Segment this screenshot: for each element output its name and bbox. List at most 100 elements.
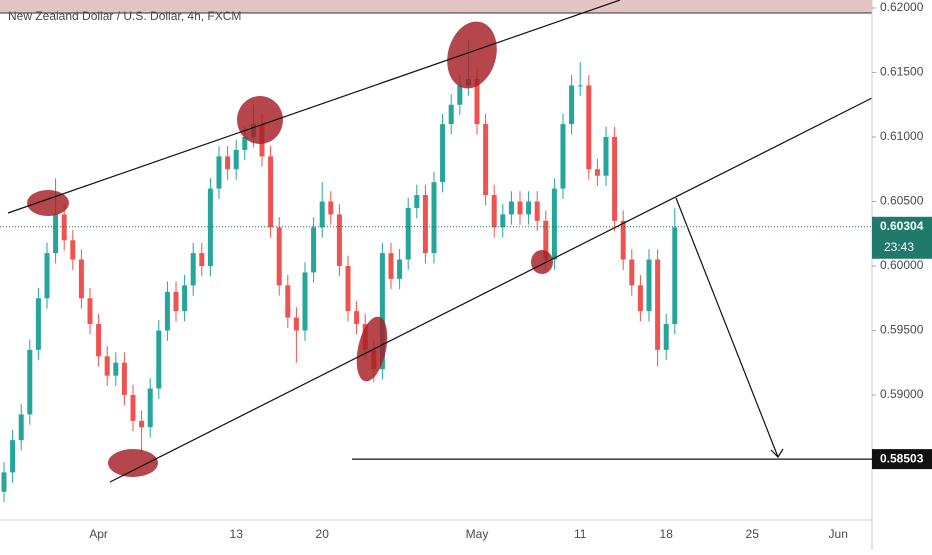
highlight-oval: [356, 316, 388, 382]
candle-body: [139, 420, 145, 428]
candle-body: [87, 298, 93, 325]
candle-body: [440, 124, 446, 183]
candle-body: [130, 394, 136, 421]
lower-trendline: [109, 97, 873, 483]
candle-body: [500, 214, 506, 228]
candle-body: [1, 472, 7, 492]
candle-body: [78, 259, 84, 299]
candle-body: [328, 201, 334, 215]
candle-body: [431, 182, 437, 254]
x-tick-label: 25: [746, 527, 760, 541]
highlight-oval: [27, 190, 69, 216]
highlight-oval: [447, 21, 497, 89]
countdown-label: 23:43: [884, 240, 914, 254]
projection-arrow: [675, 197, 779, 458]
candle-body: [113, 362, 119, 376]
x-tick-label: Apr: [89, 527, 108, 541]
candle-body: [448, 104, 454, 125]
last-price-label: 0.60304: [880, 219, 924, 233]
x-tick-label: 18: [660, 527, 674, 541]
candle-body: [10, 440, 16, 473]
candle-body: [164, 291, 170, 331]
y-tick-label: 0.62000: [880, 0, 924, 14]
candle-body: [577, 85, 583, 87]
candle-body: [508, 201, 514, 215]
candle-body: [276, 227, 282, 286]
candle-body: [414, 195, 420, 208]
candle-body: [233, 149, 239, 170]
candle-body: [345, 265, 351, 312]
candle-body: [44, 253, 50, 299]
candle-body: [53, 214, 59, 254]
candle-body: [672, 227, 678, 325]
highlight-oval: [108, 449, 158, 477]
candle-body: [173, 291, 179, 312]
y-tick-label: 0.61000: [880, 129, 924, 143]
candle-body: [182, 285, 188, 312]
candle-body: [517, 201, 523, 215]
candle-body: [620, 220, 626, 260]
candle-body: [225, 156, 231, 170]
y-tick-label: 0.60000: [880, 258, 924, 272]
candle-body: [319, 201, 325, 228]
y-tick-label: 0.60500: [880, 194, 924, 208]
candle-body: [190, 253, 196, 286]
candle-body: [147, 388, 153, 428]
candle-body: [268, 156, 274, 228]
candle-body: [422, 195, 428, 254]
resistance-zone: [0, 0, 872, 13]
candle-body: [491, 195, 497, 228]
candle-body: [285, 285, 291, 318]
candle-body: [405, 207, 411, 260]
candle-body: [560, 124, 566, 189]
x-tick-label: 13: [230, 527, 244, 541]
candle-body: [655, 259, 661, 350]
candle-body: [302, 272, 308, 331]
arrow-head: [770, 448, 784, 458]
candle-body: [104, 356, 110, 376]
x-tick-label: 11: [574, 527, 587, 541]
candle-body: [474, 78, 480, 125]
candle-body: [242, 136, 248, 150]
annotations: [27, 21, 553, 477]
candle-body: [534, 201, 540, 221]
candle-body: [293, 317, 299, 331]
highlight-oval: [237, 96, 283, 144]
candle-body: [551, 188, 557, 260]
plot-area: [1, 40, 678, 503]
candle-body: [594, 169, 600, 176]
candle-body: [483, 124, 489, 196]
x-tick-label: Jun: [829, 527, 848, 541]
candle-body: [663, 324, 669, 350]
upper-trendline: [7, 0, 621, 214]
candle-body: [61, 214, 67, 241]
candle-body: [35, 298, 41, 350]
candle-body: [27, 349, 33, 415]
candle-body: [629, 259, 635, 286]
candle-body: [207, 188, 213, 266]
y-tick-label: 0.61500: [880, 65, 924, 79]
candle-body: [96, 324, 102, 357]
y-tick-label: 0.59500: [880, 323, 924, 337]
candle-body: [216, 156, 222, 189]
candle-body: [612, 136, 618, 221]
candle-body: [121, 362, 127, 395]
target-box: [872, 449, 932, 470]
candle-body: [336, 214, 342, 266]
candle-body: [70, 240, 76, 260]
target-label: 0.58503: [880, 451, 924, 465]
chart-title: New Zealand Dollar / U.S. Dollar, 4h, FX…: [8, 9, 241, 23]
last-price-box: [872, 216, 932, 259]
candle-body: [388, 253, 394, 279]
x-tick-label: 20: [316, 527, 330, 541]
candle-body: [543, 220, 549, 260]
candle-body: [397, 259, 403, 279]
candle-body: [199, 253, 205, 266]
candle-body: [646, 259, 652, 312]
candle-body: [379, 253, 385, 370]
y-tick-label: 0.59000: [880, 387, 924, 401]
candle-body: [354, 311, 360, 325]
x-tick-label: May: [466, 527, 489, 541]
candle-body: [586, 85, 592, 170]
